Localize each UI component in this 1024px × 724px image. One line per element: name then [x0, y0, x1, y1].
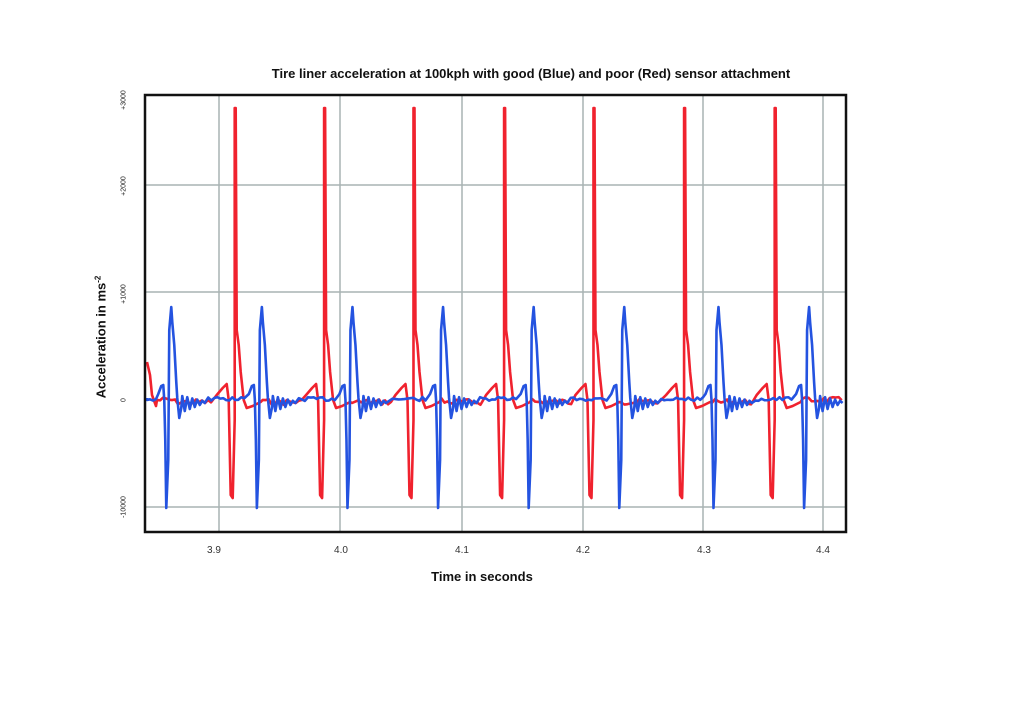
- x-tick-label: 3.9: [207, 545, 221, 556]
- x-tick-label: 4.0: [334, 545, 348, 556]
- x-tick-label: 4.2: [576, 545, 590, 556]
- gridlines: [145, 95, 846, 532]
- blue-series-line: [145, 305, 844, 510]
- x-axis-label-text: Time in seconds: [431, 569, 533, 584]
- chart-title: Tire liner acceleration at 100kph with g…: [271, 66, 791, 81]
- x-axis-label: Time in seconds: [0, 569, 1024, 584]
- x-tick-label: 4.1: [455, 545, 469, 556]
- x-tick-label: 4.4: [816, 545, 830, 556]
- x-tick-label: 4.3: [697, 545, 711, 556]
- red-series-line: [145, 106, 843, 500]
- plot-frame: [143, 93, 848, 534]
